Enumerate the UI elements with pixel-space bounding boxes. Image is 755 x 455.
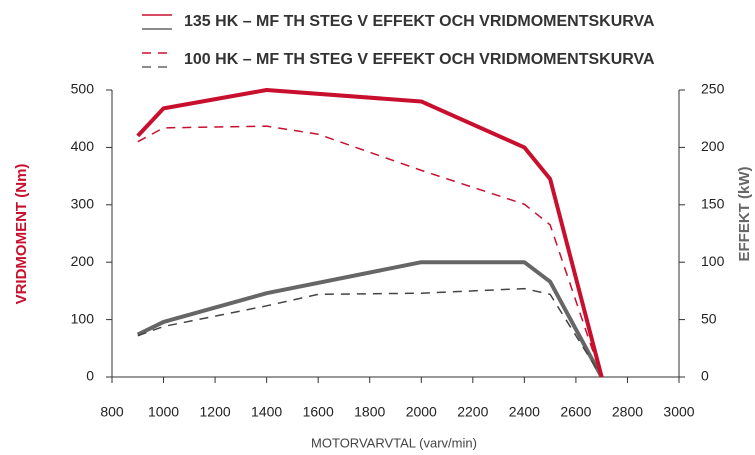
- y-tick-label: 100: [71, 310, 95, 326]
- y2-tick-label: 250: [701, 81, 725, 97]
- x-tick-label: 3000: [663, 404, 694, 420]
- y2-tick-label: 0: [701, 368, 709, 384]
- x-tick-label: 2600: [560, 404, 591, 420]
- series-line: [137, 287, 603, 378]
- x-tick-label: 1400: [251, 404, 282, 420]
- y-tick-label: 0: [86, 368, 94, 384]
- x-tick-label: 1200: [200, 404, 231, 420]
- y2-tick-label: 100: [701, 253, 725, 269]
- y-tick-label: 300: [71, 196, 95, 212]
- x-tick-label: 1800: [354, 404, 385, 420]
- y-tick-label: 500: [71, 81, 95, 97]
- x-tick-label: 1600: [303, 404, 334, 420]
- series-line: [137, 125, 603, 378]
- y-tick-label: 200: [71, 253, 95, 269]
- legend-label: 100 HK – MF TH STEG V EFFEKT OCH VRIDMOM…: [184, 51, 655, 68]
- legend-label: 135 HK – MF TH STEG V EFFEKT OCH VRIDMOM…: [184, 13, 655, 30]
- y-axis-label: VRIDMOMENT (Nm): [13, 164, 30, 305]
- x-tick-label: 2200: [457, 404, 488, 420]
- y2-tick-label: 200: [701, 138, 725, 154]
- y2-tick-label: 150: [701, 196, 725, 212]
- series-line: [136, 88, 604, 378]
- x-tick-label: 2800: [612, 404, 643, 420]
- series-line: [136, 260, 604, 378]
- y2-axis-label: EFFEKT (kW): [736, 167, 753, 262]
- x-tick-label: 1000: [148, 404, 179, 420]
- x-axis-label: MOTORVARVTAL (varv/min): [311, 435, 477, 450]
- x-tick-label: 800: [100, 404, 124, 420]
- x-tick-label: 2000: [406, 404, 437, 420]
- y-tick-label: 400: [71, 138, 95, 154]
- x-tick-label: 2400: [509, 404, 540, 420]
- y2-tick-label: 50: [701, 310, 717, 326]
